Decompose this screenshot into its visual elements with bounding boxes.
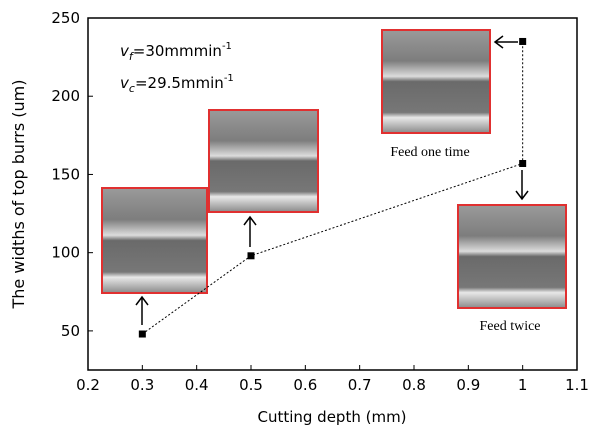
y-tick-label: 50 xyxy=(61,322,80,340)
y-axis-label: The widths of top burrs (um) xyxy=(9,80,28,310)
plot-frame xyxy=(87,17,578,371)
inset-images xyxy=(101,29,567,309)
x-tick-label: 0.8 xyxy=(402,376,426,394)
annotation: Feed one time xyxy=(390,145,469,160)
x-tick-label: 0.7 xyxy=(348,376,372,394)
x-tick-label: 0.5 xyxy=(239,376,263,394)
x-tick-label: 0.2 xyxy=(76,376,100,394)
x-axis-label: Cutting depth (mm) xyxy=(257,408,406,426)
data-point xyxy=(519,159,527,167)
data-line xyxy=(142,41,524,335)
annotation: Feed twice xyxy=(479,319,540,334)
annotation: vc=29.5mmin-1 xyxy=(120,73,234,95)
data-point xyxy=(138,330,146,338)
x-tick-label: 0.9 xyxy=(456,376,480,394)
data-point xyxy=(247,252,255,260)
annotation: vf=30mmmin-1 xyxy=(120,41,232,63)
x-tick-label: 0.3 xyxy=(130,376,154,394)
arrows xyxy=(135,35,529,325)
x-tick-label: 0.4 xyxy=(185,376,209,394)
y-tick-label: 100 xyxy=(51,244,80,262)
y-tick-label: 200 xyxy=(51,87,80,105)
x-tick-label: 1.1 xyxy=(565,376,589,394)
y-tick-label: 250 xyxy=(51,9,80,27)
x-tick-label: 1 xyxy=(518,376,528,394)
data-point xyxy=(519,37,527,45)
x-tick-label: 0.6 xyxy=(293,376,317,394)
y-tick-label: 150 xyxy=(51,165,80,183)
